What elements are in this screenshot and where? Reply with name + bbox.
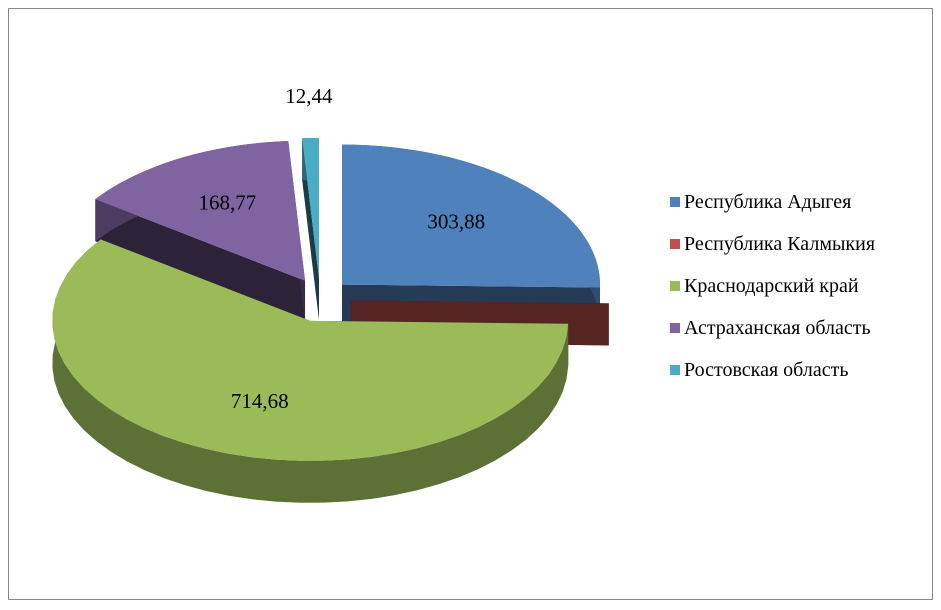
data-label: 714,68 bbox=[231, 389, 289, 413]
legend-swatch bbox=[670, 281, 680, 291]
legend-label: Ростовская область bbox=[684, 359, 849, 381]
legend-swatch bbox=[670, 365, 680, 375]
pie-slice bbox=[95, 141, 306, 281]
legend-label: Республика Адыгея bbox=[684, 191, 852, 213]
pie-slice bbox=[342, 144, 600, 288]
data-label: 303,88 bbox=[427, 210, 485, 234]
legend-item: Ростовская область bbox=[670, 358, 928, 382]
slice-inner-wall bbox=[302, 138, 319, 321]
data-label: 12,44 bbox=[285, 84, 333, 108]
legend-label: Краснодарский край bbox=[684, 275, 859, 297]
legend-item: Краснодарский край bbox=[670, 274, 928, 298]
legend-item: Республика Адыгея bbox=[670, 190, 928, 214]
data-label: 168,77 bbox=[198, 191, 256, 215]
pie-slice bbox=[52, 239, 569, 461]
legend-item: Республика Калмыкия bbox=[670, 232, 928, 256]
slice-inner-wall bbox=[95, 199, 306, 323]
legend-item: Астраханская область bbox=[670, 316, 928, 340]
legend: Республика Адыгея Республика Калмыкия Крас… bbox=[670, 190, 928, 400]
legend-swatch bbox=[670, 239, 680, 249]
legend-swatch bbox=[670, 323, 680, 333]
pie-slice bbox=[302, 138, 319, 279]
legend-swatch bbox=[670, 197, 680, 207]
legend-label: Республика Калмыкия bbox=[684, 233, 876, 255]
legend-label: Астраханская область bbox=[684, 317, 871, 339]
